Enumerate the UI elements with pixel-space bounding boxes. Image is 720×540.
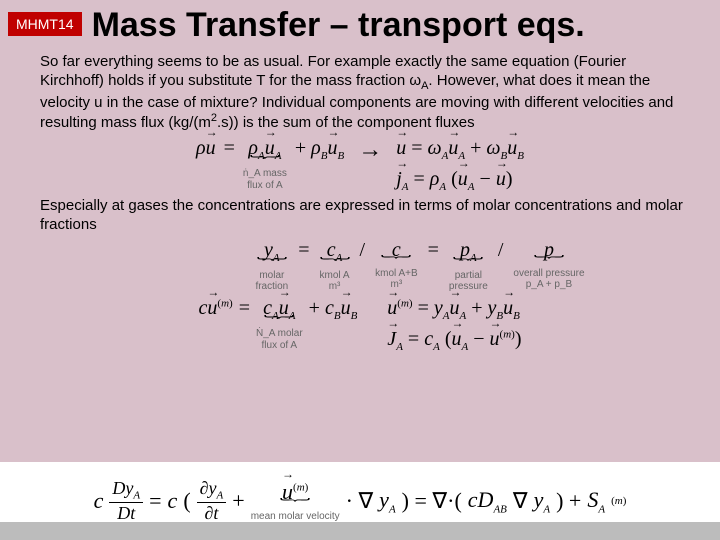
paragraph-1: So far everything seems to be as usual. …: [0, 47, 720, 137]
transport-equation: c DyA Dt = c ( ∂yA ∂t + u(m) ︸ mean mola…: [94, 478, 627, 524]
eq2-p-lbl2: p_A + p_B: [526, 280, 572, 291]
underbrace-icon: ︸: [319, 262, 350, 270]
frac-material-deriv: DyA Dt: [109, 478, 143, 524]
paragraph-2: Especially at gases the concentrations a…: [0, 193, 720, 239]
eq3-Na-lbl2: flux of A: [262, 341, 298, 352]
course-badge: MHMT14: [8, 12, 82, 36]
eq3-rhs2: JA = cA (uA − u(m)): [387, 328, 521, 353]
equation-block-2: yA ︸ molar fraction = cA ︸ kmol A m³ / c…: [0, 239, 720, 293]
mean-velocity-term: u(m) ︸ mean molar velocity: [251, 479, 340, 523]
arrow-right-icon: →: [352, 137, 388, 164]
para1-c: .s)) is the sum of the component fluxes: [217, 114, 475, 131]
eq1-na-term: ρAuA ︸ ṅ_A mass flux of A: [243, 137, 287, 191]
eq2-cA-lbl2: m³: [329, 282, 341, 293]
underbrace-icon: ︸: [534, 260, 565, 268]
eq3-lhs: cu(m) = cAuA ︸ Ṅ_A molar flux of A + cBu…: [199, 297, 358, 351]
eq2-slash1: /: [360, 239, 366, 262]
eq1-lhs-term: ρu: [196, 137, 216, 160]
underbrace-icon: ︸: [381, 260, 412, 268]
eq1-rhs-line2: jA = ρA (uA − u): [396, 168, 512, 193]
slide-header: MHMT14 Mass Transfer – transport eqs.: [0, 0, 720, 47]
eq3-rhs: u(m) = yAuA + yBuB JA = cA (uA − u(m)): [387, 297, 521, 353]
underbrace-icon: ︸: [264, 320, 295, 328]
eq3-Na-term: cAuA ︸ Ṅ_A molar flux of A: [256, 297, 303, 351]
eq2-slash2: /: [498, 239, 504, 262]
eq2-p: p ︸ overall pressure p_A + p_B: [513, 239, 584, 291]
bottom-equation-strip: c DyA Dt = c ( ∂yA ∂t + u(m) ︸ mean mola…: [0, 462, 720, 540]
eq1-na-label2: flux of A: [247, 181, 283, 192]
equation-block-3: cu(m) = cAuA ︸ Ṅ_A molar flux of A + cBu…: [0, 293, 720, 353]
eq2-eq2: =: [428, 239, 439, 262]
eq1-equals: =: [224, 137, 235, 160]
frac-partial: ∂yA ∂t: [197, 478, 227, 524]
underbrace-icon: ︸: [249, 160, 280, 168]
equation-block-1: ρu = ρAuA ︸ ṅ_A mass flux of A + ρBuB → …: [0, 137, 720, 193]
eq1-rhs: u = ωAuA + ωBuB jA = ρA (uA − u): [396, 137, 524, 193]
underbrace-icon: ︸: [280, 503, 311, 511]
slide-title: Mass Transfer – transport eqs.: [92, 6, 585, 45]
underbrace-icon: ︸: [256, 262, 287, 270]
underbrace-icon: ︸: [453, 262, 484, 270]
eq2-eq1: =: [298, 239, 309, 262]
eq1-plus: + ρBuB: [295, 137, 344, 162]
eq2-c: c ︸ kmol A+B m³: [375, 239, 418, 291]
